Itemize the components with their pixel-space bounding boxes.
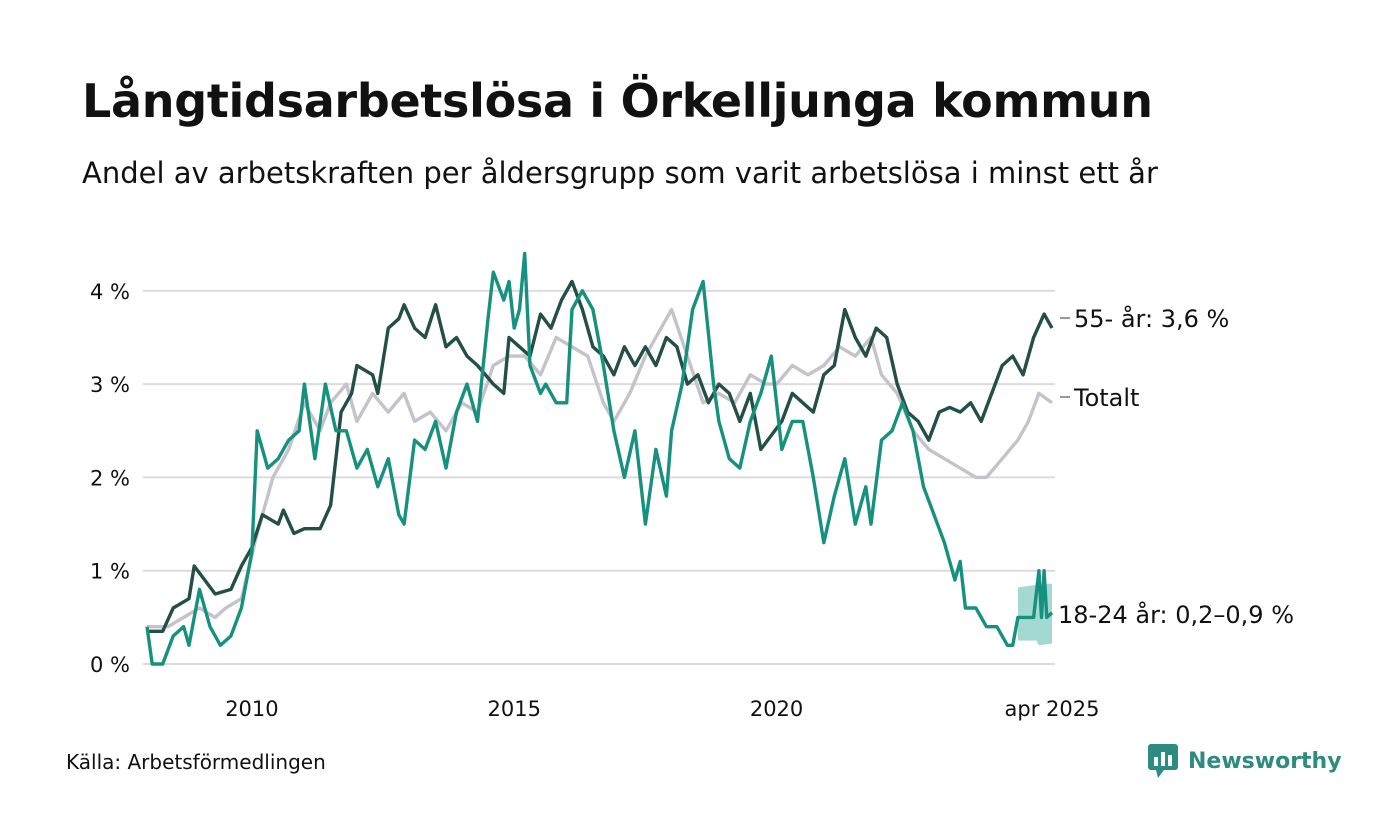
y-tick-label: 4 % (90, 280, 130, 304)
series-end-label: Totalt (1073, 384, 1139, 412)
series-line (147, 307, 1053, 629)
x-tick-label: 2015 (488, 697, 541, 721)
series-line (145, 251, 1054, 666)
source-note: Källa: Arbetsförmedlingen (66, 750, 326, 774)
y-tick-label: 3 % (90, 373, 130, 397)
series-end-label: 55- år: 3,6 % (1074, 304, 1229, 333)
brand-name: Newsworthy (1188, 748, 1342, 774)
y-tick-label: 0 % (90, 653, 130, 677)
y-axis-ticks: 0 % 1 % 2 % 3 % 4 % (90, 280, 130, 677)
end-labels: Totalt 55- år: 3,6 % 18-24 år: 0,2–0,9 % (1058, 304, 1294, 629)
x-tick-label: 2010 (225, 697, 278, 721)
x-axis-ticks: 2010 2015 2020 apr 2025 (225, 697, 1099, 721)
newsworthy-icon (1148, 744, 1178, 778)
chart-subtitle: Andel av arbetskraften per åldersgrupp s… (82, 156, 1158, 190)
y-tick-label: 2 % (90, 466, 130, 490)
x-tick-label: 2020 (750, 697, 803, 721)
series-lines (145, 251, 1054, 666)
series-end-label: 18-24 år: 0,2–0,9 % (1058, 600, 1294, 629)
x-tick-label: apr 2025 (1005, 697, 1100, 721)
newsworthy-logo[interactable]: Newsworthy (1148, 744, 1342, 778)
grid-lines (143, 289, 1055, 665)
chart-title: Långtidsarbetslösa i Örkelljunga kommun (82, 74, 1153, 128)
y-tick-label: 1 % (90, 560, 130, 584)
